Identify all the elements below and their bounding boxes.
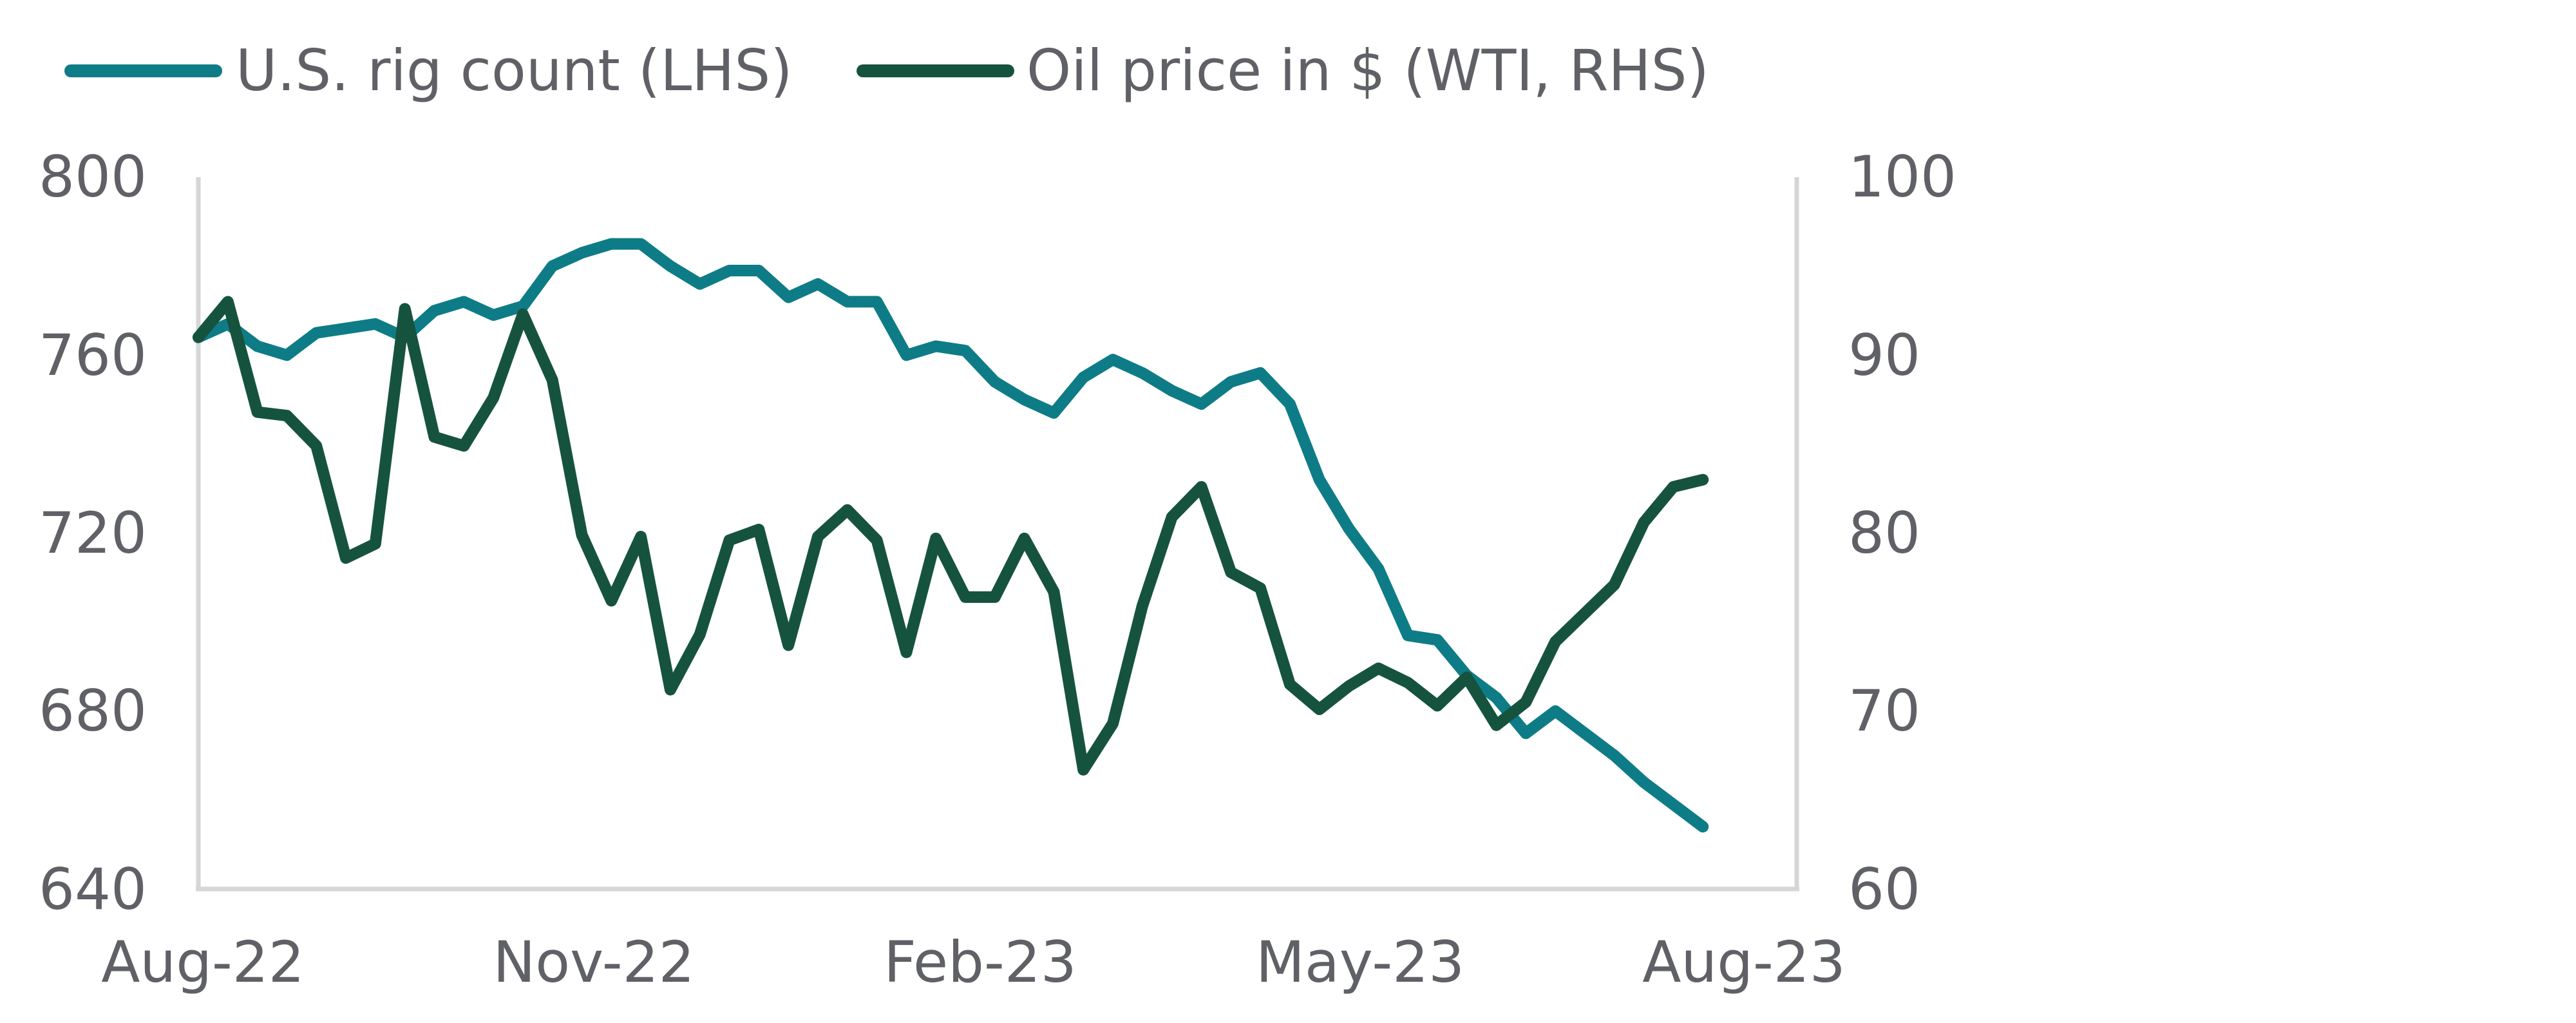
- x-tick-label: Nov-22: [493, 929, 694, 995]
- x-tick-label: Feb-23: [884, 929, 1077, 995]
- left-y-tick-label: 640: [39, 856, 147, 923]
- left-y-tick-label: 760: [39, 322, 147, 388]
- left-y-tick-label: 680: [39, 678, 147, 744]
- x-tick-label: Aug-23: [1642, 929, 1846, 995]
- right-y-tick-label: 60: [1848, 856, 1920, 923]
- legend-label-oil-price: Oil price in $ (WTI, RHS): [1027, 37, 1709, 104]
- series-line-oil-price: [193, 296, 1709, 776]
- right-y-tick-label: 70: [1848, 678, 1920, 744]
- x-tick-label: Aug-22: [101, 929, 305, 995]
- legend: U.S. rig count (LHS) Oil price in $ (WTI…: [64, 37, 1709, 104]
- series-line-rig-count: [193, 238, 1709, 833]
- right-y-tick-label: 100: [1848, 144, 1956, 210]
- x-tick-label: May-23: [1256, 929, 1464, 995]
- plot-area: [193, 238, 1709, 833]
- x-axis-ticks: Aug-22 Nov-22 Feb-23 May-23 Aug-23: [101, 929, 1846, 995]
- left-y-tick-label: 800: [39, 144, 147, 210]
- left-y-axis-ticks: 800 760 720 680 640: [39, 144, 147, 923]
- right-y-tick-label: 80: [1848, 500, 1920, 566]
- legend-label-rig-count: U.S. rig count (LHS): [236, 37, 793, 104]
- right-y-axis-ticks: 100 90 80 70 60: [1848, 144, 1956, 923]
- right-y-tick-label: 90: [1848, 322, 1920, 388]
- left-y-tick-label: 720: [39, 500, 147, 566]
